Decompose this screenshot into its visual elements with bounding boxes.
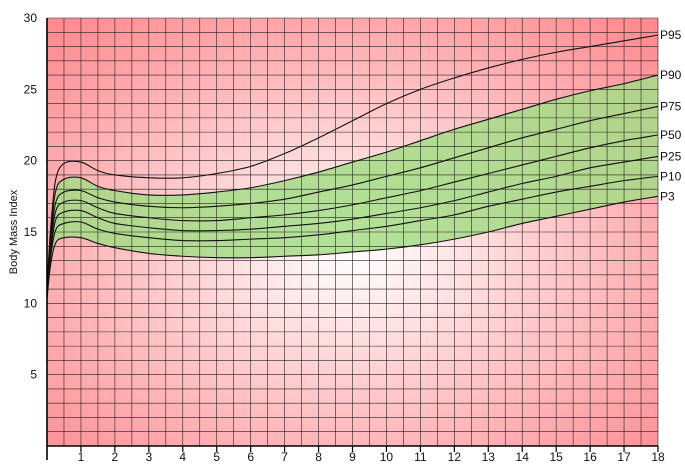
x-tick-label: 18 [651,450,665,464]
y-tick-label: 30 [24,11,38,25]
y-axis-title: Body Mass Index [8,189,20,274]
y-tick-label: 10 [24,296,38,310]
x-tick-label: 7 [281,450,288,464]
labels-layer: 1 2 3 4 5 6 7 8 9 10 11 12 13 14 15 16 17 1851015202530P9… [24,11,682,464]
series-label-p90: P90 [660,68,682,82]
y-tick-label: 15 [24,225,38,239]
x-tick-label: 1 [78,450,85,464]
series-label-p50: P50 [660,128,682,142]
x-tick-label: 4 [179,450,186,464]
series-label-p75: P75 [660,99,682,113]
curve-p50 [47,134,658,295]
x-tick-label: 15 [549,450,563,464]
series-label-p10: P10 [660,169,682,183]
x-tick-label: 9 [349,450,356,464]
x-tick-label: 16 [583,450,597,464]
grid-layer [47,17,659,446]
x-tick-label: 10 [380,450,394,464]
y-tick-label: 25 [24,82,38,96]
series-label-p3: P3 [660,189,675,203]
x-tick-label: 12 [448,450,462,464]
x-tick-label: 11 [414,450,427,464]
y-tick-label: 20 [24,154,38,168]
x-tick-label: 2 [112,450,119,464]
x-tick-label: 13 [482,450,496,464]
curve-p10 [47,175,658,298]
axes-layer [46,18,659,460]
curve-p3 [47,195,658,300]
curve-p75 [47,105,658,294]
y-tick-label: 5 [30,368,37,382]
x-tick-label: 6 [247,450,254,464]
x-tick-label: 17 [617,450,631,464]
x-tick-label: 3 [145,450,152,464]
x-tick-label: 5 [213,450,220,464]
series-label-p95: P95 [660,28,682,42]
curve-p95 [47,34,658,290]
series-label-p25: P25 [660,149,682,163]
x-tick-label: 14 [516,450,530,464]
curve-p25 [47,155,658,297]
x-tick-label: 8 [315,450,322,464]
percentile-curves-layer [47,34,658,300]
curve-p90 [47,74,658,292]
